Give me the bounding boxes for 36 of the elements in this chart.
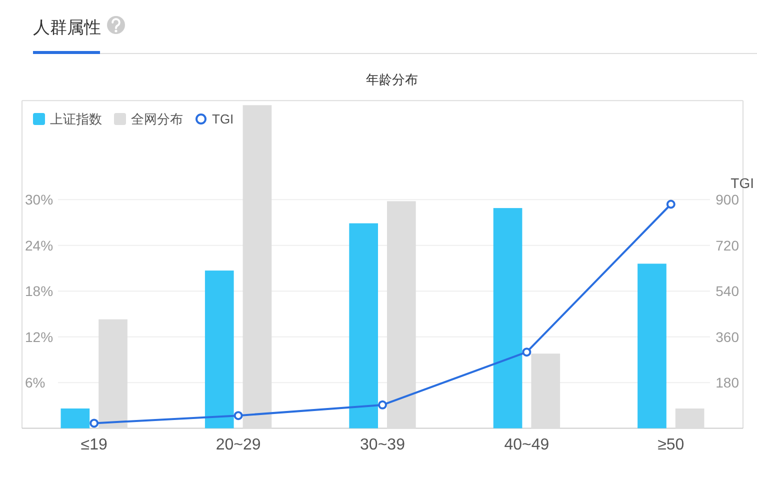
x-tick-label: ≤19 [80, 436, 108, 454]
y2-tick-label: 720 [716, 237, 740, 254]
bar [204, 270, 234, 428]
point [90, 418, 99, 428]
y-tick-label: 18% [25, 283, 54, 300]
bar [349, 223, 378, 428]
bar [387, 201, 416, 428]
bar [98, 319, 128, 428]
bar [493, 208, 522, 428]
y-tick-label: 24% [25, 237, 54, 254]
bar [675, 408, 704, 428]
y2-tick-label: 360 [716, 328, 740, 345]
y2-tick-label: 540 [716, 283, 740, 300]
point [666, 200, 676, 209]
y2-tick-label: 180 [716, 374, 740, 391]
x-tick-label: 40~49 [504, 436, 550, 454]
x-tick-label: 30~39 [360, 436, 406, 454]
y2-axis-title: TGI [730, 175, 754, 191]
bar [638, 264, 666, 428]
y-tick-label: 30% [25, 192, 54, 208]
chart-title: 人群属性 [33, 18, 101, 37]
bar [531, 354, 560, 428]
legend-label: 全网分布 [131, 112, 183, 126]
bar [60, 408, 90, 428]
bar [242, 105, 272, 428]
point [234, 411, 243, 420]
legend-label: 上证指数 [50, 112, 102, 126]
legend-label: TGI [212, 112, 234, 126]
x-tick-label: ≥50 [658, 436, 684, 454]
chart-subtitle: 年龄分布 [366, 72, 418, 87]
y2-tick-label: 900 [716, 192, 740, 208]
y-tick-label: 12% [25, 328, 54, 345]
y-tick-label: 6% [25, 374, 46, 391]
point [522, 348, 532, 357]
point [378, 400, 387, 410]
x-tick-label: 20~29 [216, 436, 261, 454]
